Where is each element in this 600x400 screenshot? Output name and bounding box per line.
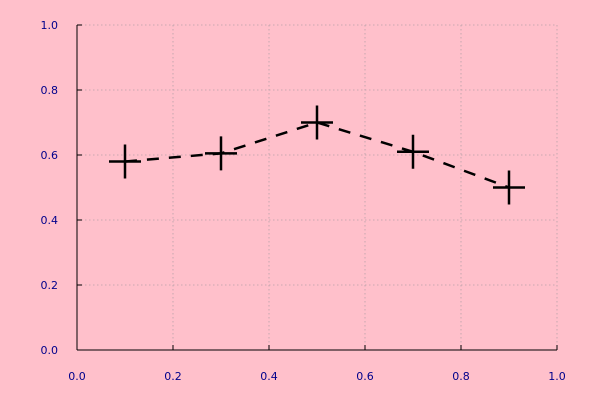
y-tick-label: 0.8 xyxy=(41,84,59,97)
axis-layer xyxy=(76,25,557,351)
data-point-marker xyxy=(397,134,429,169)
y-tick-label: 0.0 xyxy=(41,344,59,357)
series-line xyxy=(124,121,510,189)
x-tick-label: 1.0 xyxy=(548,370,566,383)
x-tick-label: 0.6 xyxy=(356,370,374,383)
x-tick-label: 0.8 xyxy=(452,370,470,383)
data-point-marker xyxy=(205,136,237,171)
series-layer xyxy=(109,105,525,205)
x-tick-label: 0.4 xyxy=(260,370,278,383)
x-tick-label: 0.0 xyxy=(68,370,86,383)
data-point-marker xyxy=(109,144,141,179)
y-tick-label: 0.4 xyxy=(41,214,59,227)
y-tick-label: 1.0 xyxy=(41,19,59,32)
data-point-marker xyxy=(493,170,525,205)
data-point-marker xyxy=(301,105,333,140)
x-tick-label: 0.2 xyxy=(164,370,182,383)
y-tick-label: 0.2 xyxy=(41,279,59,292)
tick-layer: 0.0 0.2 0.4 0.6 0.8 1.0 0.0 0.2 0.4 0.6 0.8 1.0 xyxy=(41,19,566,383)
grid-layer xyxy=(77,24,558,350)
y-tick-label: 0.6 xyxy=(41,149,59,162)
